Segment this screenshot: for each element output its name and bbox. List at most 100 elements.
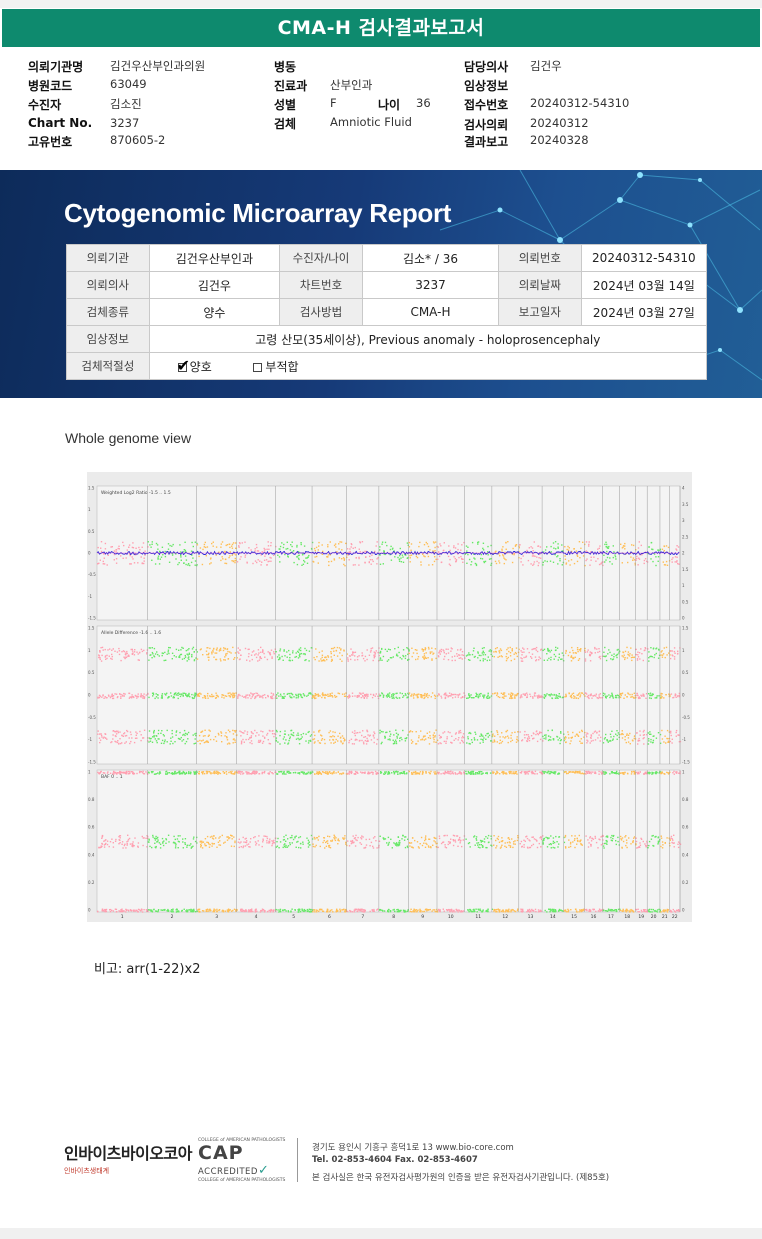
data-point (242, 846, 244, 849)
data-point (255, 695, 257, 698)
data-point (411, 846, 414, 848)
data-point (120, 693, 122, 696)
data-point (482, 739, 484, 741)
data-point (517, 651, 520, 654)
data-point (186, 844, 188, 847)
data-point (229, 651, 231, 653)
data-point (287, 555, 289, 557)
header-label: 나이 (378, 98, 401, 112)
data-point (454, 655, 456, 657)
data-point (337, 740, 339, 742)
data-point (216, 910, 218, 913)
data-point (294, 909, 296, 911)
data-point (665, 560, 668, 563)
data-point (141, 650, 144, 653)
data-point (275, 651, 277, 653)
data-point (203, 543, 206, 546)
data-point (104, 655, 107, 657)
data-point (323, 839, 325, 842)
data-point (361, 910, 363, 913)
data-point (262, 839, 264, 841)
genome-plot-svg: Weighted Log2 Ratio -1.5 .. 1.51.510.50-… (88, 486, 690, 921)
data-point (536, 560, 538, 563)
data-point (383, 773, 385, 775)
data-point (438, 651, 441, 653)
data-points (635, 541, 649, 566)
data-point (495, 562, 498, 565)
data-point (195, 773, 197, 775)
data-point (553, 653, 555, 656)
data-point (143, 697, 145, 699)
data-point (177, 697, 179, 700)
data-point (470, 564, 472, 566)
data-point (130, 697, 133, 699)
data-point (427, 545, 430, 548)
data-point (320, 734, 322, 736)
data-point (210, 557, 212, 559)
data-point (126, 843, 128, 845)
data-point (274, 771, 276, 773)
data-point (288, 772, 290, 774)
data-point (612, 695, 614, 697)
data-point (138, 771, 141, 774)
data-point (523, 694, 526, 696)
data-point (604, 737, 606, 739)
data-point (333, 544, 336, 547)
data-point (583, 736, 585, 738)
data-point (110, 657, 112, 660)
data-point (169, 647, 171, 649)
data-point (619, 692, 622, 695)
data-point (547, 650, 549, 652)
data-point (227, 650, 229, 653)
data-point (339, 773, 341, 775)
data-point (151, 909, 153, 912)
data-point (285, 910, 287, 912)
data-point (561, 652, 563, 654)
data-point (158, 771, 161, 774)
data-points (519, 646, 544, 743)
data-point (557, 555, 559, 557)
data-point (388, 773, 391, 775)
data-point (149, 845, 151, 848)
data-point (449, 564, 452, 567)
data-point (128, 546, 130, 548)
data-point (613, 653, 615, 655)
data-point (151, 543, 153, 545)
data-point (178, 649, 180, 651)
data-point (232, 694, 234, 696)
data-point (215, 554, 217, 556)
data-point (659, 696, 662, 698)
data-point (442, 772, 444, 775)
inadequate-checkbox[interactable] (253, 362, 263, 372)
data-point (148, 839, 150, 841)
data-point (622, 545, 625, 547)
data-point (440, 545, 442, 547)
data-point (314, 658, 316, 661)
data-point (213, 738, 215, 741)
data-point (376, 847, 378, 849)
data-point (328, 846, 330, 848)
data-point (328, 564, 330, 567)
data-point (610, 736, 612, 738)
data-point (240, 743, 243, 745)
data-point (187, 731, 190, 734)
data-point (255, 656, 258, 659)
data-point (304, 647, 306, 650)
data-point (458, 731, 460, 733)
data-point (248, 771, 250, 774)
data-point (157, 732, 160, 735)
adequate-checkbox[interactable]: ✔ (177, 356, 190, 375)
data-point (394, 739, 397, 741)
data-point (504, 737, 506, 739)
data-point (486, 733, 488, 735)
data-point (376, 908, 379, 910)
data-point (140, 771, 142, 773)
data-point (410, 543, 413, 545)
data-point (400, 736, 402, 739)
data-point (540, 731, 543, 734)
data-point (652, 693, 654, 696)
data-point (275, 846, 278, 848)
data-point (289, 549, 292, 551)
data-point (477, 657, 479, 659)
data-point (183, 562, 185, 564)
